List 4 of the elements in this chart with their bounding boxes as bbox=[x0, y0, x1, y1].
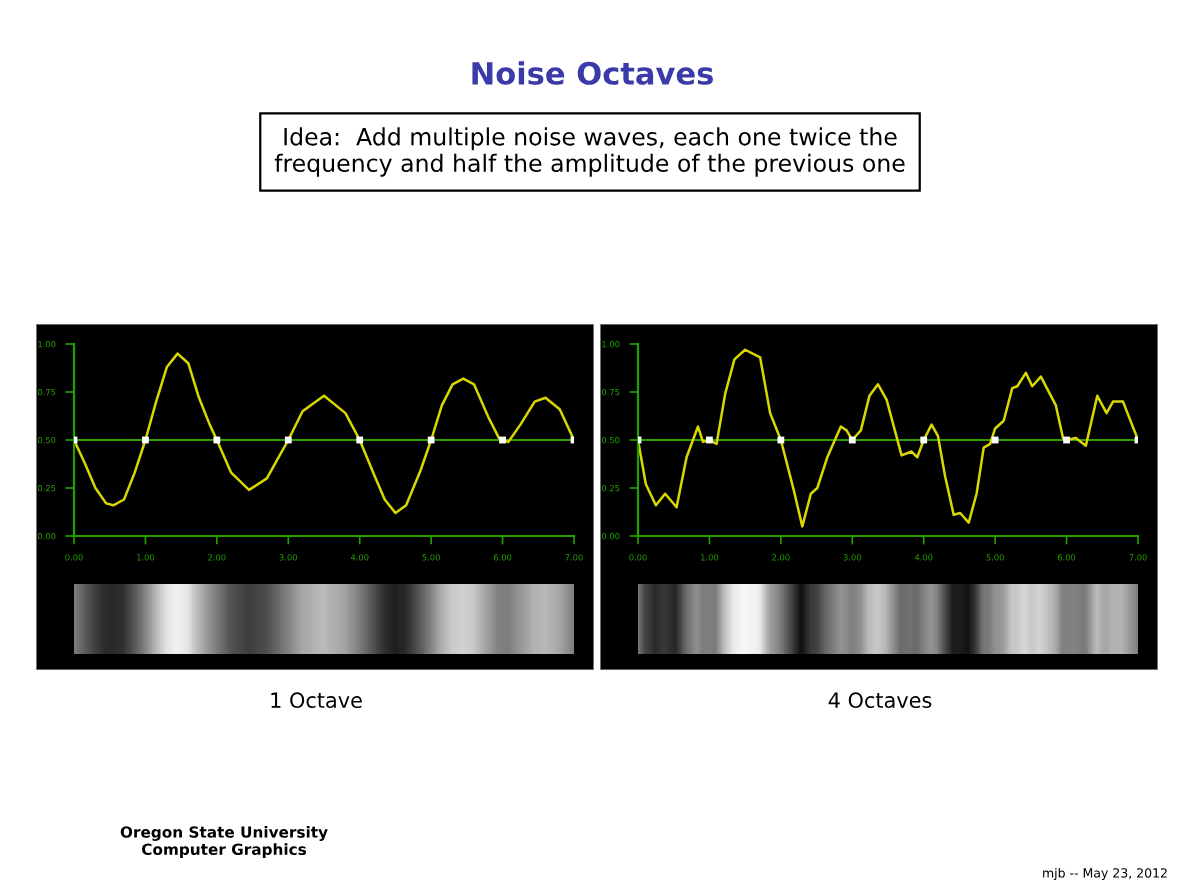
text: Noise Octaves bbox=[472, 61, 713, 85]
text: Idea: Add multiple noise waves, each one twice the frequency and half the amplitude of the previous one bbox=[274, 127, 905, 177]
text: 4 Octaves bbox=[828, 692, 932, 709]
text: 1 Octave bbox=[271, 692, 362, 709]
